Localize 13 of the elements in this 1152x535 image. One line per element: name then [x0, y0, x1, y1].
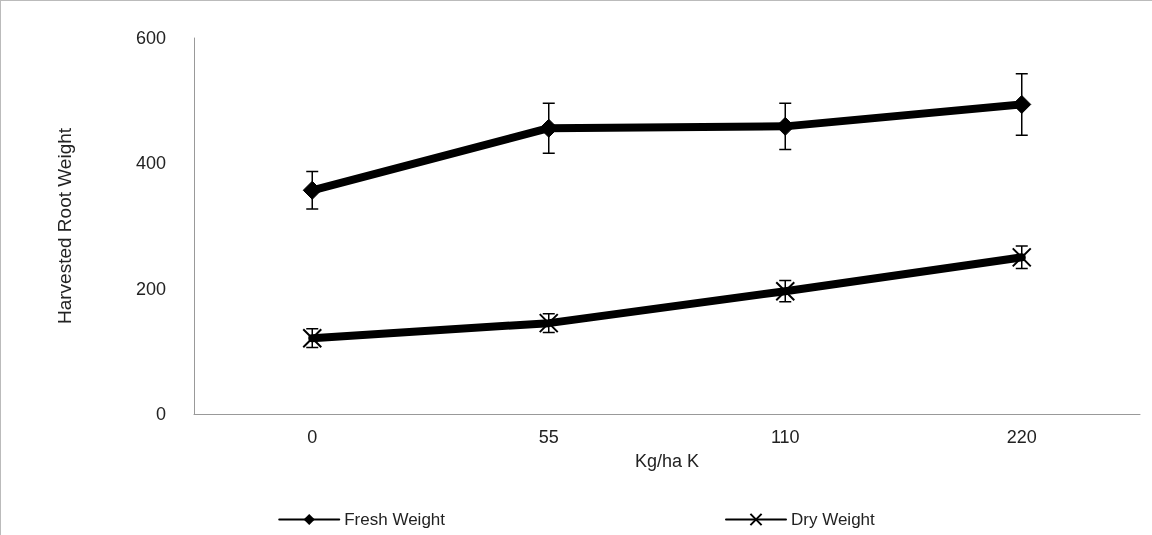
y-tick-label: 400 [135, 153, 166, 174]
x-tick-label: 220 [1006, 427, 1037, 447]
x-axis-title: Kg/ha K [634, 451, 700, 471]
y-tick-label: 200 [135, 278, 166, 299]
y-tick-label: 600 [135, 28, 166, 48]
legend-label: Fresh Weight [344, 510, 446, 529]
x-tick-label: 0 [307, 427, 318, 447]
y-tick-label: 0 [155, 404, 166, 424]
x-tick-label: 55 [538, 427, 559, 447]
legend-label: Dry Weight [791, 510, 876, 529]
point [302, 180, 322, 200]
y-axis-title: Harvested Root Weight [54, 127, 75, 325]
x-tick-label: 110 [770, 427, 800, 447]
